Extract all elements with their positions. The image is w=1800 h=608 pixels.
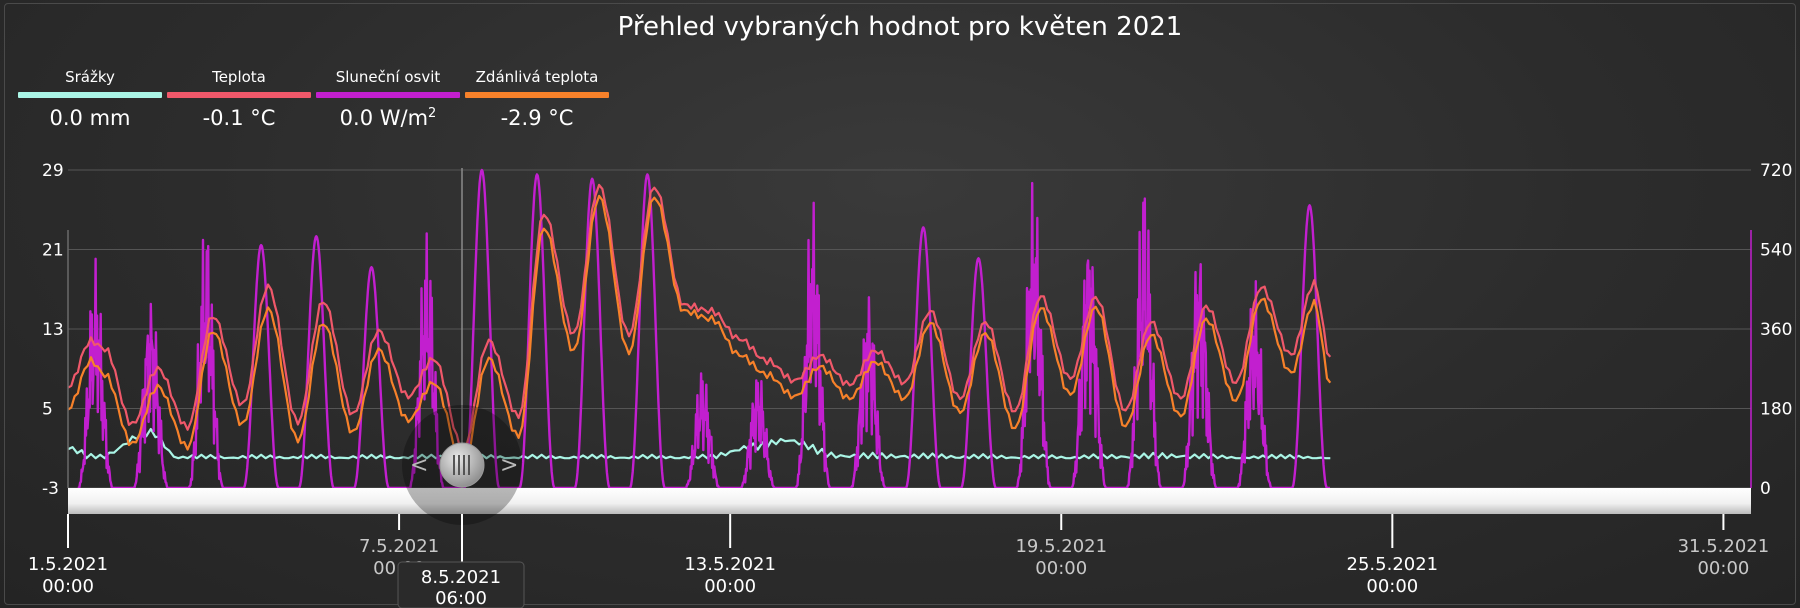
scroll-left-icon[interactable]: < bbox=[410, 453, 428, 478]
x-tick-date: 31.5.2021 bbox=[1678, 536, 1770, 557]
chart-frame bbox=[4, 3, 1796, 605]
x-axis: 1.5.202100:007.5.202100:0013.5.202100:00… bbox=[28, 514, 1769, 597]
legend-value: 0.0 W/m2 bbox=[339, 106, 437, 130]
timeline-scrollbar[interactable] bbox=[68, 488, 1751, 514]
legend-swatch bbox=[18, 92, 162, 98]
y-right-tick-label: 540 bbox=[1760, 241, 1792, 261]
series-line-sr--ky bbox=[68, 427, 1331, 460]
legend-label: Srážky bbox=[65, 68, 115, 86]
x-tick-time: 00:00 bbox=[704, 576, 756, 597]
cursor-label: 8.5.2021 06:00 bbox=[397, 514, 525, 608]
scroll-knob[interactable] bbox=[439, 442, 485, 488]
y-left-tick-label: 29 bbox=[42, 161, 64, 181]
scroll-right-icon[interactable]: > bbox=[500, 453, 518, 478]
legend-value: -2.9 °C bbox=[500, 106, 574, 130]
legend-label: Sluneční osvit bbox=[335, 68, 441, 86]
x-tick-date: 13.5.2021 bbox=[684, 554, 776, 575]
legend-value: -0.1 °C bbox=[202, 106, 276, 130]
series-line-teplota bbox=[68, 183, 1332, 450]
x-tick-date: 1.5.2021 bbox=[28, 554, 108, 575]
cursor-time: 06:00 bbox=[435, 588, 487, 608]
x-tick-time: 00:00 bbox=[42, 576, 94, 597]
x-tick-date: 25.5.2021 bbox=[1347, 554, 1439, 575]
legend-value: 0.0 mm bbox=[49, 106, 131, 130]
grid bbox=[68, 169, 1751, 489]
cursor-date: 8.5.2021 bbox=[421, 567, 501, 588]
legend-item-zdanliva-teplota[interactable]: Zdánlivá teplota -2.9 °C bbox=[465, 68, 609, 130]
y-right-tick-label: 360 bbox=[1760, 320, 1792, 340]
legend-swatch bbox=[465, 92, 609, 98]
chart-title: Přehled vybraných hodnot pro květen 2021 bbox=[617, 12, 1183, 42]
legend-swatch bbox=[167, 92, 311, 98]
y-left-tick-label: 5 bbox=[42, 400, 53, 420]
y-left-tick-label: 13 bbox=[42, 320, 64, 340]
y-left-tick-label: 21 bbox=[42, 241, 64, 261]
y-right-tick-label: 0 bbox=[1760, 479, 1771, 499]
x-tick-date: 7.5.2021 bbox=[359, 536, 439, 557]
y-left-tick-label: -3 bbox=[42, 479, 59, 499]
legend-label: Teplota bbox=[212, 68, 266, 86]
legend-swatch bbox=[316, 92, 460, 98]
axes: -3 5 13 21 29 0 180 360 540 720 bbox=[42, 161, 1792, 499]
series-group bbox=[68, 168, 1332, 490]
x-tick-time: 00:00 bbox=[1366, 576, 1418, 597]
legend-item-slunecni-osvit[interactable]: Sluneční osvit 0.0 W/m2 bbox=[316, 68, 460, 130]
y-right-tick-label: 180 bbox=[1760, 400, 1792, 420]
y-right-tick-label: 720 bbox=[1760, 161, 1792, 181]
legend-item-teplota[interactable]: Teplota -0.1 °C bbox=[167, 68, 311, 130]
x-tick-date: 19.5.2021 bbox=[1015, 536, 1107, 557]
series-line-zd-nliv--teplota bbox=[68, 194, 1332, 466]
x-tick-time: 00:00 bbox=[1697, 558, 1749, 579]
series-line-slune-n--osvit bbox=[77, 168, 1330, 490]
legend-item-srazky[interactable]: Srážky 0.0 mm bbox=[18, 68, 162, 130]
grip-icon bbox=[453, 455, 470, 475]
x-tick-time: 00:00 bbox=[1035, 558, 1087, 579]
legend-label: Zdánlivá teplota bbox=[475, 68, 599, 86]
